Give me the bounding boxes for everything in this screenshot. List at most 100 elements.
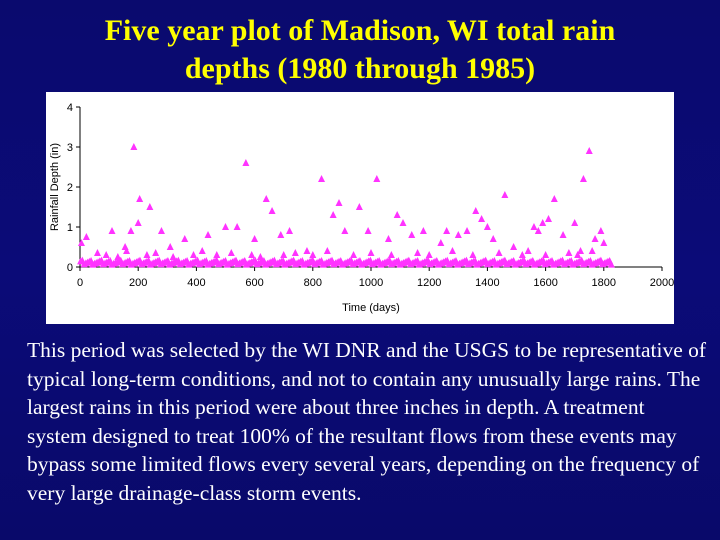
data-point [189, 251, 197, 258]
x-tick-label: 0 [77, 277, 83, 289]
data-point-baseline [607, 260, 615, 268]
x-tick-label: 400 [187, 277, 205, 289]
data-point [437, 239, 445, 246]
data-point [318, 175, 326, 182]
data-point [280, 251, 288, 258]
data-point [472, 207, 480, 214]
data-point [478, 215, 486, 222]
data-point [530, 223, 538, 230]
data-point [213, 251, 221, 258]
data-point [134, 219, 142, 226]
data-point [579, 175, 587, 182]
data-point [130, 143, 138, 150]
data-point [534, 227, 542, 234]
data-point [198, 247, 206, 254]
data-point [545, 215, 553, 222]
slide-title-line-1: Five year plot of Madison, WI total rain [104, 14, 616, 47]
data-point [286, 227, 294, 234]
data-point [329, 211, 337, 218]
rain-depth-scatter-chart: 0 200 400 600 800 1000 1200 1400 1600 1800 2000 0 1 2… [49, 102, 674, 314]
data-point [341, 227, 349, 234]
data-point [242, 159, 250, 166]
data-point [227, 249, 235, 256]
x-tick-label: 1400 [475, 277, 499, 289]
data-point [571, 219, 579, 226]
data-point [524, 247, 532, 254]
data-point [469, 251, 477, 258]
x-axis-label: Time (days) [342, 302, 400, 314]
data-point [166, 243, 174, 250]
data-point [323, 247, 331, 254]
data-point [443, 227, 451, 234]
data-point [291, 249, 299, 256]
data-point [364, 227, 372, 234]
data-point [136, 195, 144, 202]
data-point [454, 231, 462, 238]
y-tick-label: 2 [67, 182, 73, 194]
y-tick-label: 4 [67, 102, 73, 114]
data-point [268, 207, 276, 214]
data-point [495, 249, 503, 256]
data-point [82, 233, 90, 240]
data-point [588, 247, 596, 254]
x-tick-label: 800 [304, 277, 322, 289]
data-point [501, 191, 509, 198]
data-point [414, 249, 422, 256]
data-point [350, 251, 358, 258]
data-point [393, 211, 401, 218]
x-tick-label: 1600 [533, 277, 557, 289]
data-point [489, 235, 497, 242]
data-point [233, 223, 241, 230]
data-point [251, 235, 259, 242]
data-point [539, 219, 547, 226]
body-paragraph: This period was selected by the WI DNR a… [27, 338, 707, 505]
y-tick-label: 1 [67, 222, 73, 234]
data-point [108, 227, 116, 234]
data-point [591, 235, 599, 242]
data-point [355, 203, 363, 210]
data-point [574, 251, 582, 258]
data-point [463, 227, 471, 234]
x-tick-label: 2000 [650, 277, 674, 289]
data-point [309, 251, 317, 258]
data-point [303, 247, 311, 254]
data-point [384, 235, 392, 242]
data-point [597, 227, 605, 234]
data-point [152, 249, 160, 256]
data-point [127, 227, 135, 234]
data-point [542, 251, 550, 258]
data-point [448, 247, 456, 254]
data-point [483, 223, 491, 230]
x-tick-label: 200 [129, 277, 147, 289]
data-point [123, 247, 131, 254]
data-point [222, 223, 229, 230]
data-point [565, 249, 573, 256]
data-point [77, 239, 85, 246]
data-point [367, 249, 375, 256]
data-point [169, 253, 177, 260]
data-point [577, 247, 585, 254]
data-point [143, 251, 151, 258]
data-point [510, 243, 518, 250]
x-tick-label: 1000 [359, 277, 383, 289]
data-point [518, 251, 526, 258]
data-point [585, 147, 593, 154]
data-point [181, 235, 189, 242]
data-point [204, 231, 212, 238]
data-point [399, 219, 407, 226]
data-point [387, 251, 395, 258]
chart-panel: 0 200 400 600 800 1000 1200 1400 1600 1800 2000 0 1 2… [46, 92, 674, 324]
data-point [425, 251, 433, 258]
data-point [335, 199, 343, 206]
data-point [277, 231, 285, 238]
data-point [121, 243, 129, 250]
data-point [102, 251, 110, 258]
data-point [373, 175, 381, 182]
y-tick-label: 0 [67, 262, 73, 274]
data-point [559, 231, 567, 238]
data-point [408, 231, 416, 238]
data-point [114, 253, 122, 260]
data-point [146, 203, 154, 210]
data-point [93, 249, 101, 256]
data-point [262, 195, 270, 202]
